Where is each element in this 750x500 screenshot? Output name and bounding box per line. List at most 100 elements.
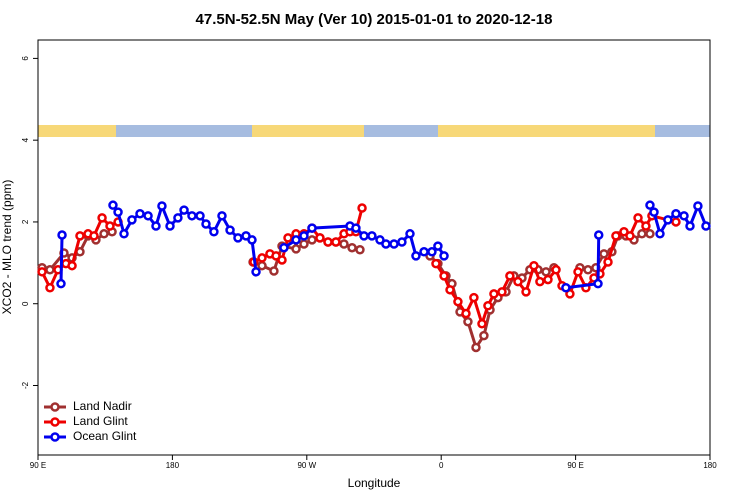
data-point	[655, 229, 665, 239]
legend-label: Land Glint	[73, 414, 128, 428]
data-point	[461, 308, 471, 319]
data-point	[45, 283, 55, 293]
data-point	[671, 217, 681, 227]
legend-marker	[50, 417, 60, 427]
data-point	[701, 221, 711, 231]
data-point	[241, 231, 251, 241]
x-tick-label: 90 E	[567, 461, 583, 470]
data-point	[269, 266, 279, 276]
data-point	[75, 231, 85, 241]
data-point	[119, 229, 129, 239]
legend-label: Ocean Glint	[73, 429, 137, 443]
data-point	[375, 235, 385, 245]
data-point	[271, 251, 281, 261]
legend-marker	[50, 402, 60, 412]
data-point	[187, 211, 197, 221]
data-point	[633, 213, 643, 223]
data-point	[649, 207, 659, 217]
data-point	[108, 200, 118, 210]
x-tick-label: 180	[166, 461, 180, 470]
data-point	[127, 215, 137, 225]
data-point	[645, 229, 655, 239]
data-point	[135, 209, 145, 219]
data-point	[351, 223, 361, 233]
data-point	[357, 203, 367, 213]
data-point	[411, 251, 421, 261]
data-point	[56, 278, 66, 289]
data-point	[551, 265, 561, 275]
data-point	[307, 235, 317, 245]
data-point	[225, 225, 235, 235]
data-point	[685, 221, 695, 231]
data-point	[521, 287, 531, 297]
data-point	[419, 247, 429, 257]
data-point	[679, 211, 689, 221]
x-tick-label: 0	[439, 461, 444, 470]
data-point	[479, 330, 489, 341]
data-point	[173, 213, 183, 223]
data-point	[693, 201, 703, 211]
data-point	[593, 230, 604, 240]
data-point	[535, 276, 545, 287]
data-point	[367, 231, 377, 241]
data-point	[151, 221, 161, 231]
data-point	[143, 211, 153, 221]
data-point	[405, 229, 415, 239]
data-point	[277, 255, 287, 265]
y-tick-label: -2	[21, 381, 30, 389]
data-point	[505, 271, 515, 281]
data-point	[561, 283, 571, 293]
data-point	[195, 211, 205, 221]
data-point	[315, 233, 325, 243]
data-point	[257, 260, 267, 271]
data-point	[157, 201, 167, 211]
data-point	[209, 227, 219, 237]
data-point	[489, 289, 499, 299]
data-point	[469, 292, 479, 303]
data-point	[389, 239, 399, 249]
land-ocean-strip	[38, 125, 710, 137]
data-point	[427, 247, 437, 257]
data-point	[37, 267, 47, 277]
data-point	[471, 342, 481, 353]
chart-title: 47.5N-52.5N May (Ver 10) 2015-01-01 to 2…	[196, 11, 553, 28]
data-point	[529, 260, 539, 271]
data-point	[99, 229, 109, 239]
data-point	[291, 244, 301, 254]
data-point	[291, 235, 301, 245]
data-point	[299, 239, 309, 249]
data-point	[543, 274, 553, 285]
series-line	[59, 234, 64, 284]
data-point	[453, 296, 463, 307]
data-point	[513, 276, 523, 287]
data-point	[477, 319, 487, 329]
data-point	[57, 230, 67, 240]
data-point	[619, 227, 629, 237]
data-point	[279, 242, 289, 253]
data-point	[439, 251, 449, 261]
data-point	[625, 231, 635, 241]
data-point	[463, 316, 473, 327]
y-tick-label: 4	[21, 137, 30, 142]
data-point	[257, 253, 267, 263]
data-point	[347, 242, 357, 253]
data-point	[89, 231, 99, 241]
data-point	[593, 278, 603, 289]
x-axis-label: Longitude	[348, 476, 401, 490]
data-point	[497, 287, 507, 297]
data-point	[611, 231, 621, 241]
data-point	[233, 233, 243, 243]
data-point	[603, 257, 613, 267]
data-point	[641, 221, 651, 231]
legend-label: Land Nadir	[73, 399, 132, 413]
data-point	[645, 200, 655, 210]
data-point	[247, 235, 257, 245]
data-point	[331, 237, 341, 247]
data-point	[397, 237, 407, 247]
data-point	[359, 231, 369, 241]
data-point	[201, 219, 211, 229]
data-point	[483, 301, 493, 311]
data-point	[381, 239, 391, 249]
x-tick-label: 90 W	[297, 461, 316, 470]
